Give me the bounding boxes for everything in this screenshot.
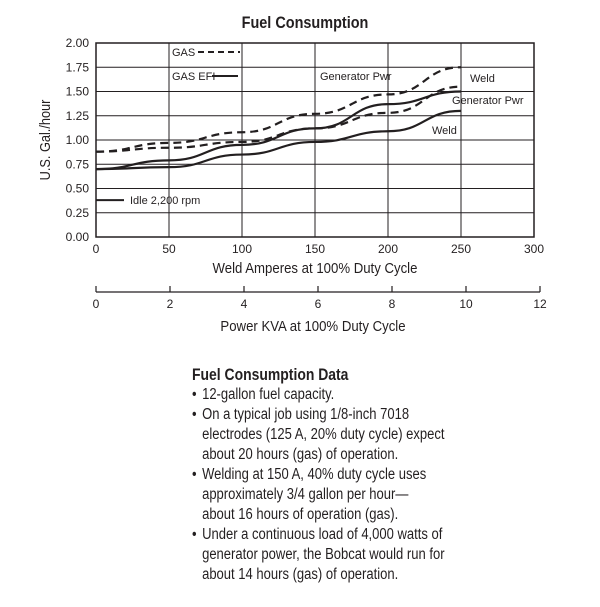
bullet-line: generator power, the Bobcat would run fo… xyxy=(202,546,445,563)
series-line-gas-efi-generator-pwr xyxy=(95,90,462,171)
x-tick-label: 300 xyxy=(524,242,544,256)
y-tick-label: 1.75 xyxy=(66,60,90,74)
series-label: Weld xyxy=(470,73,495,85)
bullet-line: Welding at 150 A, 40% duty cycle uses xyxy=(192,465,528,485)
y-tick-label: 0.50 xyxy=(66,182,90,196)
bullet-item: 12-gallon fuel capacity. xyxy=(192,385,592,405)
x-tick-label: 250 xyxy=(451,242,471,256)
y-tick-label: 0.25 xyxy=(66,206,90,220)
y-tick-label: 2.00 xyxy=(66,36,90,50)
bullet-item: Welding at 150 A, 40% duty cycle usesapp… xyxy=(192,465,592,525)
x-tick-label: 0 xyxy=(93,242,100,256)
kva-tick-label: 4 xyxy=(241,297,248,311)
legend: GAS GAS EFI xyxy=(172,47,240,83)
bullet-line: about 16 hours of operation (gas). xyxy=(202,506,399,523)
x2-axis-label: Power KVA at 100% Duty Cycle xyxy=(220,317,405,334)
bullet-item: On a typical job using 1/8-inch 7018elec… xyxy=(192,405,592,465)
x-tick-label: 200 xyxy=(378,242,398,256)
notes-heading: Fuel Consumption Data xyxy=(192,365,349,384)
y-tick-label: 0.75 xyxy=(66,157,90,171)
series-line-gas-generator-pwr xyxy=(95,66,462,153)
chart-title: Fuel Consumption xyxy=(242,14,369,32)
bullet-line: Under a continuous load of 4,000 watts o… xyxy=(192,525,528,545)
bullet-item: Under a continuous load of 4,000 watts o… xyxy=(192,525,592,585)
x-axis-ticks: 0 50 100 150 200 250 300 xyxy=(93,242,545,256)
fuel-consumption-notes: Fuel Consumption Data 12-gallon fuel cap… xyxy=(192,365,592,585)
fuel-consumption-chart: Fuel Consumption U.S. Gal./hour 0 50 100 15… xyxy=(36,14,547,334)
bullet-line: about 14 hours (gas) of operation. xyxy=(202,566,399,583)
grid xyxy=(95,42,535,238)
y-axis-ticks: 0.00 0.25 0.50 0.75 1.00 1.25 1.50 1.75 2.00 xyxy=(66,36,90,244)
y-tick-label: 1.00 xyxy=(66,133,90,147)
legend-label-gas: GAS xyxy=(172,47,195,59)
plot-frame xyxy=(95,42,535,238)
notes-bullets: 12-gallon fuel capacity.On a typical job… xyxy=(192,385,592,585)
series-lines xyxy=(95,66,462,202)
kva-tick-label: 0 xyxy=(93,297,100,311)
x-tick-label: 150 xyxy=(305,242,325,256)
series-line-gas-efi-weld xyxy=(95,109,462,171)
series-label: Generator Pwr xyxy=(320,71,392,83)
y-tick-label: 1.50 xyxy=(66,85,90,99)
series-line-gas-weld xyxy=(95,85,462,153)
series-label: Weld xyxy=(432,125,457,137)
bullet-line: about 20 hours (gas) of operation. xyxy=(202,446,399,463)
kva-tick-label: 2 xyxy=(167,297,174,311)
x-tick-label: 100 xyxy=(232,242,252,256)
series-labels: Generator Pwr Weld Generator Pwr Weld Idle 2… xyxy=(130,71,524,207)
bullet-line: approximately 3/4 gallon per hour— xyxy=(202,486,409,503)
kva-tick-label: 10 xyxy=(459,297,473,311)
y-tick-label: 1.25 xyxy=(66,109,90,123)
bullet-line: electrodes (125 A, 20% duty cycle) expec… xyxy=(202,426,445,443)
x-axis-label: Weld Amperes at 100% Duty Cycle xyxy=(213,259,418,276)
kva-axis: 0 2 4 6 8 10 12 xyxy=(93,286,547,311)
bullet-line: 12-gallon fuel capacity. xyxy=(192,385,528,405)
x-tick-label: 50 xyxy=(162,242,176,256)
y-axis-label: U.S. Gal./hour xyxy=(36,99,53,180)
kva-tick-label: 6 xyxy=(315,297,322,311)
y-tick-label: 0.00 xyxy=(66,230,90,244)
series-label: Generator Pwr xyxy=(452,95,524,107)
legend-label-gas-efi: GAS EFI xyxy=(172,71,215,83)
bullet-line: On a typical job using 1/8-inch 7018 xyxy=(192,405,528,425)
idle-label: Idle 2,200 rpm xyxy=(130,195,200,207)
kva-tick-label: 8 xyxy=(389,297,396,311)
kva-tick-label: 12 xyxy=(533,297,547,311)
